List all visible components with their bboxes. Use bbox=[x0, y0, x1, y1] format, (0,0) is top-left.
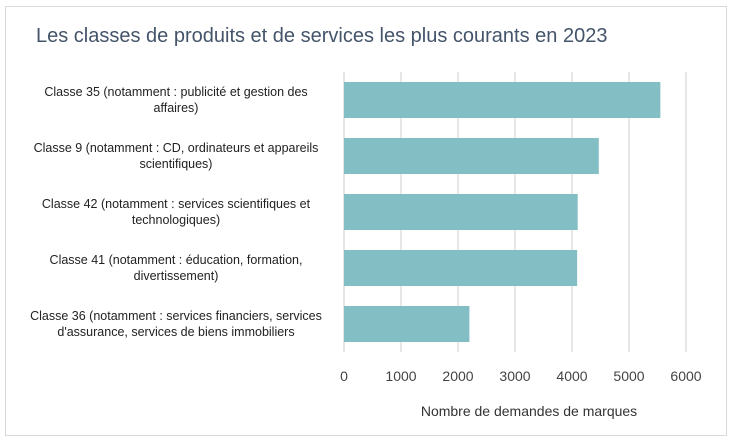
x-tick-label-5000: 5000 bbox=[613, 368, 644, 384]
category-label-0: Classe 35 (notamment : publicité et gest… bbox=[44, 85, 307, 115]
x-tick-label-2000: 2000 bbox=[442, 368, 473, 384]
category-label-4: Classe 36 (notamment : services financie… bbox=[30, 309, 322, 339]
bar-3 bbox=[344, 250, 578, 286]
x-axis-title: Nombre de demandes de marques bbox=[421, 403, 637, 419]
x-tick-label-1000: 1000 bbox=[385, 368, 416, 384]
x-tick-label-0: 0 bbox=[340, 368, 348, 384]
category-label-3: Classe 41 (notamment : éducation, format… bbox=[50, 253, 303, 283]
bar-1 bbox=[344, 138, 599, 174]
bar-0 bbox=[344, 82, 661, 118]
chart-title: Les classes de produits et de services l… bbox=[36, 25, 608, 47]
x-tick-label-3000: 3000 bbox=[499, 368, 530, 384]
bar-4 bbox=[344, 306, 470, 342]
category-label-2: Classe 42 (notamment : services scientif… bbox=[42, 197, 311, 227]
x-tick-label-6000: 6000 bbox=[670, 368, 701, 384]
bar-2 bbox=[344, 194, 578, 230]
x-tick-label-4000: 4000 bbox=[556, 368, 587, 384]
category-label-1: Classe 9 (notamment : CD, ordinateurs et… bbox=[34, 141, 319, 171]
